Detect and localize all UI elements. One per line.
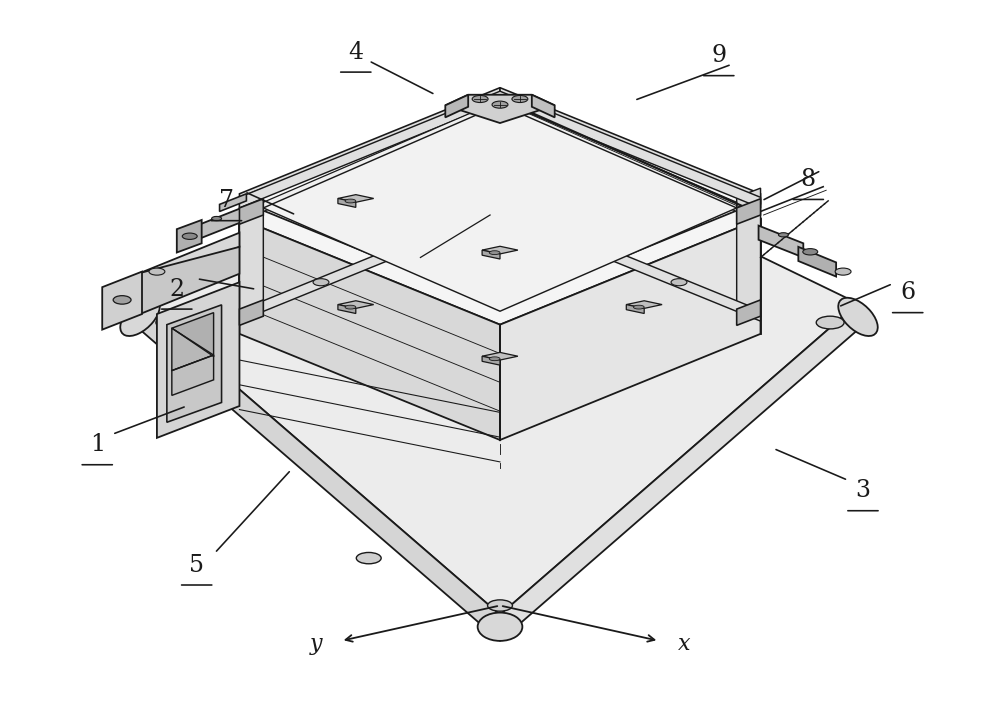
Ellipse shape xyxy=(489,356,500,361)
Polygon shape xyxy=(445,95,468,118)
Polygon shape xyxy=(482,250,500,259)
Text: 9: 9 xyxy=(711,44,726,67)
Polygon shape xyxy=(338,198,356,207)
Polygon shape xyxy=(239,95,761,307)
Ellipse shape xyxy=(182,233,197,240)
Ellipse shape xyxy=(778,232,788,237)
Polygon shape xyxy=(482,352,518,360)
Polygon shape xyxy=(338,195,374,202)
Ellipse shape xyxy=(803,249,818,255)
Polygon shape xyxy=(140,304,500,641)
Polygon shape xyxy=(239,91,761,208)
Text: 7: 7 xyxy=(219,190,234,212)
Polygon shape xyxy=(239,188,263,311)
Ellipse shape xyxy=(345,305,356,309)
Polygon shape xyxy=(798,247,836,277)
Text: 1: 1 xyxy=(90,434,105,456)
Text: 8: 8 xyxy=(801,168,816,191)
Ellipse shape xyxy=(212,217,222,220)
Polygon shape xyxy=(197,208,241,240)
Ellipse shape xyxy=(492,101,508,108)
Polygon shape xyxy=(626,304,644,314)
Polygon shape xyxy=(102,272,142,329)
Ellipse shape xyxy=(120,298,160,336)
Ellipse shape xyxy=(816,316,844,329)
Polygon shape xyxy=(239,113,761,324)
Polygon shape xyxy=(172,312,214,356)
Polygon shape xyxy=(177,220,202,252)
Ellipse shape xyxy=(633,305,644,309)
Polygon shape xyxy=(172,328,214,371)
Text: 2: 2 xyxy=(169,278,184,301)
Ellipse shape xyxy=(345,199,356,203)
Polygon shape xyxy=(500,219,761,440)
Polygon shape xyxy=(140,247,239,314)
Ellipse shape xyxy=(671,279,687,286)
Polygon shape xyxy=(500,304,858,641)
Polygon shape xyxy=(338,304,356,314)
Polygon shape xyxy=(737,199,761,224)
Polygon shape xyxy=(482,356,500,365)
Polygon shape xyxy=(338,301,374,309)
Ellipse shape xyxy=(478,612,522,641)
Polygon shape xyxy=(239,199,263,224)
Polygon shape xyxy=(263,105,737,311)
Text: 6: 6 xyxy=(900,282,915,304)
Polygon shape xyxy=(239,88,500,205)
Polygon shape xyxy=(626,301,662,309)
Ellipse shape xyxy=(113,296,131,304)
Ellipse shape xyxy=(488,600,512,611)
Polygon shape xyxy=(239,219,500,440)
Polygon shape xyxy=(737,300,761,325)
Ellipse shape xyxy=(838,298,878,336)
Polygon shape xyxy=(140,130,858,615)
Polygon shape xyxy=(220,194,246,212)
Ellipse shape xyxy=(356,553,381,564)
Text: 5: 5 xyxy=(189,554,204,577)
Ellipse shape xyxy=(149,268,165,275)
Polygon shape xyxy=(239,205,761,321)
Polygon shape xyxy=(167,305,222,422)
Polygon shape xyxy=(140,232,239,287)
Polygon shape xyxy=(445,95,555,123)
Polygon shape xyxy=(482,246,518,254)
Ellipse shape xyxy=(489,251,500,255)
Text: x: x xyxy=(678,633,690,655)
Polygon shape xyxy=(532,95,555,118)
Polygon shape xyxy=(759,225,803,257)
Polygon shape xyxy=(239,300,263,325)
Ellipse shape xyxy=(313,279,329,286)
Ellipse shape xyxy=(156,316,184,329)
Ellipse shape xyxy=(472,96,488,103)
Polygon shape xyxy=(263,101,737,212)
Polygon shape xyxy=(172,355,214,396)
Text: 4: 4 xyxy=(348,41,363,63)
Ellipse shape xyxy=(512,96,528,103)
Text: y: y xyxy=(310,633,322,655)
Text: 3: 3 xyxy=(855,479,870,503)
Polygon shape xyxy=(500,88,761,205)
Polygon shape xyxy=(737,188,761,311)
Polygon shape xyxy=(157,282,239,438)
Ellipse shape xyxy=(835,268,851,275)
